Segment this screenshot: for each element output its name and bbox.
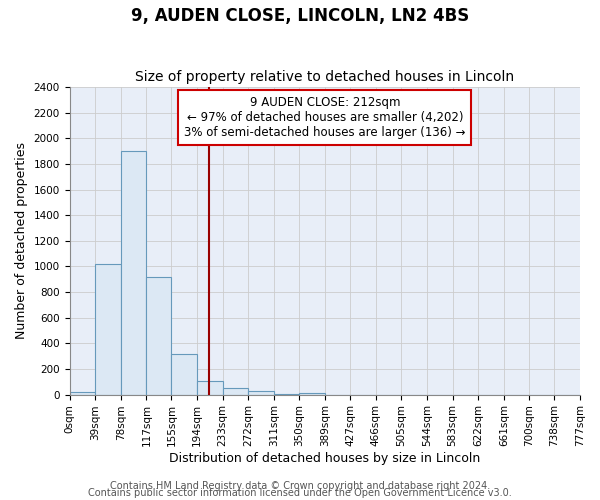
Bar: [146, 276, 172, 394]
Bar: [223, 388, 248, 394]
Text: 9, AUDEN CLOSE, LINCOLN, LN2 4BS: 9, AUDEN CLOSE, LINCOLN, LN2 4BS: [131, 8, 469, 26]
Text: Contains HM Land Registry data © Crown copyright and database right 2024.: Contains HM Land Registry data © Crown c…: [110, 481, 490, 491]
Bar: [172, 354, 197, 395]
Bar: [248, 391, 274, 394]
Y-axis label: Number of detached properties: Number of detached properties: [15, 142, 28, 340]
Text: 9 AUDEN CLOSE: 212sqm
← 97% of detached houses are smaller (4,202)
3% of semi-de: 9 AUDEN CLOSE: 212sqm ← 97% of detached …: [184, 96, 466, 140]
Bar: [121, 151, 146, 394]
X-axis label: Distribution of detached houses by size in Lincoln: Distribution of detached houses by size …: [169, 452, 481, 465]
Title: Size of property relative to detached houses in Lincoln: Size of property relative to detached ho…: [135, 70, 514, 85]
Text: Contains public sector information licensed under the Open Government Licence v3: Contains public sector information licen…: [88, 488, 512, 498]
Bar: [299, 392, 325, 394]
Bar: [95, 264, 121, 394]
Bar: [197, 380, 223, 394]
Bar: [70, 392, 95, 394]
